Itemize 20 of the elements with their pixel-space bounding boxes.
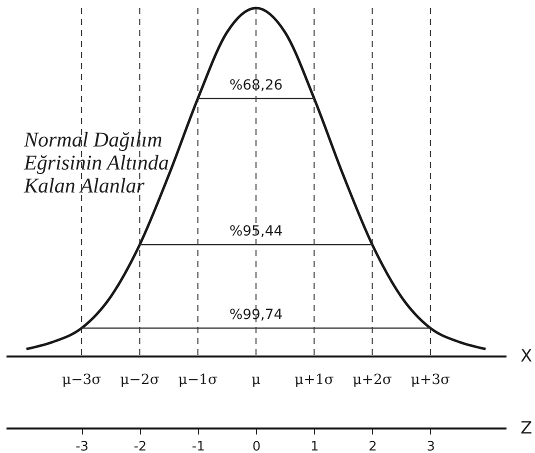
ref-line-label: μ−2σ: [120, 372, 160, 388]
annotation: %95,44: [229, 224, 283, 240]
ref-line-label: μ+1σ: [294, 372, 334, 388]
x-axis-title: Z: [520, 418, 532, 438]
text: Normal Dağılım Eğrisinin Altında Kalan Alanlar: [23, 128, 169, 198]
x-tick-label: 2: [368, 440, 377, 453]
ref-line-label: μ−3σ: [62, 372, 102, 388]
x2-axis-title: X: [520, 346, 532, 366]
x-tick-label: 3: [426, 440, 436, 453]
ref-line-label: μ+2σ: [352, 372, 392, 388]
ref-line-label: μ−1σ: [178, 372, 218, 388]
x-tick-label: 0: [252, 440, 261, 453]
x-tick-label: 1: [310, 440, 319, 453]
x-tick-label: -3: [76, 440, 89, 453]
annotation: %68,26: [229, 77, 283, 94]
ref-line-label: μ: [251, 372, 261, 388]
ref-line-label: μ+3σ: [410, 372, 451, 388]
annotation: %99,74: [229, 307, 283, 324]
x-tick-label: -1: [192, 440, 205, 453]
x-tick-label: -2: [134, 440, 147, 453]
